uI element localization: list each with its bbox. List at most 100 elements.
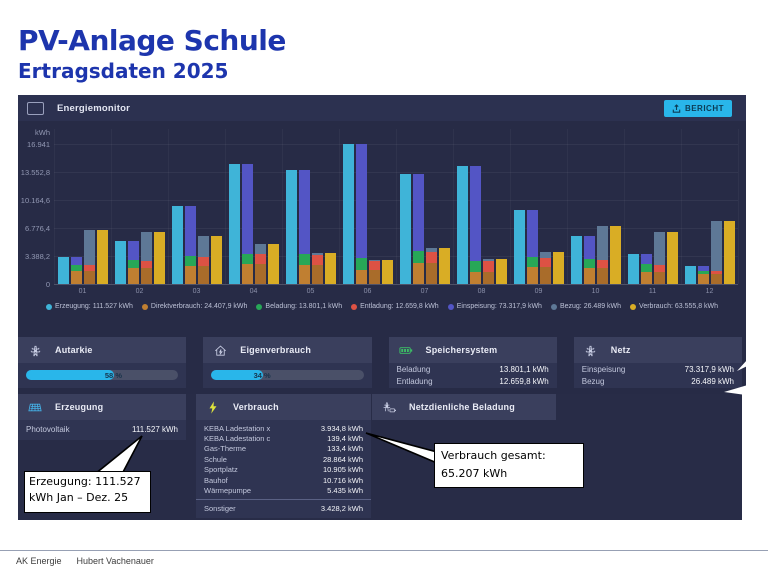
bar-verbrauch[interactable] bbox=[267, 243, 279, 284]
bar-segment-verbrauch bbox=[438, 248, 450, 284]
legend-item-einspeisung[interactable]: Einspeisung: 73.317,9 kWh bbox=[447, 303, 542, 310]
bar-segment-direktverbrauch bbox=[469, 271, 481, 284]
bar-segment-erzeugung bbox=[513, 209, 525, 284]
bar-segment-beladung bbox=[583, 259, 595, 269]
bar-production-stack[interactable] bbox=[697, 265, 709, 284]
bar-consumption-stack[interactable] bbox=[539, 251, 551, 284]
footer-right: Hubert Vachenauer bbox=[76, 556, 154, 566]
bar-segment-beladung bbox=[241, 253, 253, 265]
y-axis-unit: kWh bbox=[35, 128, 50, 137]
bar-consumption-stack[interactable] bbox=[83, 229, 95, 284]
bar-verbrauch[interactable] bbox=[96, 229, 108, 284]
bar-production-stack[interactable] bbox=[355, 144, 367, 284]
bar-consumption-stack[interactable] bbox=[140, 232, 152, 284]
legend-item-bezug[interactable]: Bezug: 26.489 kWh bbox=[550, 303, 621, 310]
panel-netz: Netz Einspeisung 73.317,9 kWh Bezug 26.489 k… bbox=[573, 337, 742, 388]
bar-production-stack[interactable] bbox=[241, 164, 253, 284]
bar-segment-verbrauch bbox=[267, 243, 279, 284]
data-row: Sonstiger 3.428,2 kWh bbox=[196, 502, 371, 515]
row-label: Photovoltaik bbox=[26, 425, 70, 434]
bar-verbrauch[interactable] bbox=[609, 226, 621, 284]
bar-verbrauch[interactable] bbox=[438, 248, 450, 284]
dashboard-header: Energiemonitor BERICHT bbox=[18, 95, 746, 121]
footer-divider bbox=[0, 550, 768, 551]
bar-segment-direktverbrauch bbox=[311, 265, 323, 284]
panel-title: Netzdienliche Beladung bbox=[409, 402, 515, 412]
slide-title: PV-Anlage Schule bbox=[18, 24, 286, 57]
bar-consumption-stack[interactable] bbox=[311, 253, 323, 284]
bar-erzeugung[interactable] bbox=[570, 236, 582, 284]
bericht-button[interactable]: BERICHT bbox=[663, 99, 732, 117]
beladung-legend-dot bbox=[256, 303, 263, 310]
bar-verbrauch[interactable] bbox=[381, 260, 393, 284]
y-axis-tick-label: 13.552,8 bbox=[20, 168, 50, 177]
bar-consumption-stack[interactable] bbox=[425, 248, 437, 284]
data-row: KEBA Ladestation x 3.934,8 kWh bbox=[196, 423, 371, 433]
bar-production-stack[interactable] bbox=[70, 256, 82, 284]
legend-item-direktverbrauch[interactable]: Direktverbrauch: 24.407,9 kWh bbox=[141, 303, 247, 310]
bar-erzeugung[interactable] bbox=[627, 254, 639, 284]
bar-consumption-stack[interactable] bbox=[368, 260, 380, 284]
legend-item-erzeugung[interactable]: Erzeugung: 111.527 kWh bbox=[45, 303, 133, 310]
bar-segment-verbrauch bbox=[324, 253, 336, 284]
bar-consumption-stack[interactable] bbox=[653, 231, 665, 284]
bar-segment-einspeisung bbox=[70, 256, 82, 266]
panel-header: Netz bbox=[573, 337, 742, 363]
bar-erzeugung[interactable] bbox=[513, 209, 525, 284]
legend-item-beladung[interactable]: Beladung: 13.801,1 kWh bbox=[256, 303, 342, 310]
bar-erzeugung[interactable] bbox=[228, 164, 240, 284]
bar-consumption-stack[interactable] bbox=[710, 221, 722, 284]
bar-segment-direktverbrauch bbox=[241, 264, 253, 284]
bar-production-stack[interactable] bbox=[583, 236, 595, 284]
bar-segment-entladung bbox=[482, 260, 494, 272]
bar-segment-verbrauch bbox=[723, 221, 735, 284]
bar-erzeugung[interactable] bbox=[399, 174, 411, 284]
panel-netzdienliche-beladung: Netzdienliche Beladung bbox=[372, 394, 556, 420]
bar-erzeugung[interactable] bbox=[456, 165, 468, 284]
bar-consumption-stack[interactable] bbox=[482, 259, 494, 284]
bar-production-stack[interactable] bbox=[469, 165, 481, 284]
bar-erzeugung[interactable] bbox=[114, 241, 126, 284]
einspeisung-legend-dot bbox=[447, 303, 454, 310]
bar-verbrauch[interactable] bbox=[723, 221, 735, 284]
bar-erzeugung[interactable] bbox=[285, 170, 297, 284]
bar-verbrauch[interactable] bbox=[552, 251, 564, 284]
bar-segment-erzeugung bbox=[114, 241, 126, 284]
bar-segment-bezug bbox=[254, 243, 266, 255]
bar-production-stack[interactable] bbox=[127, 241, 139, 284]
bar-erzeugung[interactable] bbox=[57, 256, 69, 284]
bar-segment-einspeisung bbox=[526, 209, 538, 257]
legend-item-entladung[interactable]: Entladung: 12.659,8 kWh bbox=[351, 303, 439, 310]
bar-segment-einspeisung bbox=[127, 241, 139, 261]
bar-production-stack[interactable] bbox=[526, 209, 538, 284]
bar-group-06 bbox=[339, 144, 396, 284]
bar-segment-entladung bbox=[368, 260, 380, 270]
bar-production-stack[interactable] bbox=[412, 174, 424, 284]
bar-segment-bezug bbox=[197, 236, 209, 257]
legend-item-verbrauch[interactable]: Verbrauch: 63.555,8 kWh bbox=[630, 303, 718, 310]
progress-label: 34 % bbox=[253, 371, 271, 380]
progress-bar: 58 % bbox=[26, 370, 179, 380]
bar-production-stack[interactable] bbox=[184, 205, 196, 284]
bar-verbrauch[interactable] bbox=[324, 253, 336, 284]
bar-erzeugung[interactable] bbox=[342, 144, 354, 284]
bar-consumption-stack[interactable] bbox=[596, 226, 608, 284]
bar-consumption-stack[interactable] bbox=[197, 236, 209, 284]
bar-verbrauch[interactable] bbox=[666, 231, 678, 284]
panel-verbrauch: Verbrauch KEBA Ladestation x 3.934,8 kWh KE… bbox=[196, 394, 371, 518]
callout-line: Erzeugung: 111.527 bbox=[29, 475, 141, 488]
bar-consumption-stack[interactable] bbox=[254, 243, 266, 284]
x-axis-label-11: 11 bbox=[648, 288, 657, 295]
bar-production-stack[interactable] bbox=[298, 170, 310, 284]
bar-production-stack[interactable] bbox=[640, 254, 652, 284]
bar-verbrauch[interactable] bbox=[495, 259, 507, 284]
bar-erzeugung[interactable] bbox=[684, 265, 696, 284]
bar-group-11 bbox=[624, 144, 681, 284]
bar-erzeugung[interactable] bbox=[171, 205, 183, 284]
bar-segment-erzeugung bbox=[57, 256, 69, 284]
bar-segment-verbrauch bbox=[552, 251, 564, 284]
bar-segment-bezug bbox=[83, 229, 95, 266]
x-axis-label-04: 04 bbox=[249, 288, 258, 295]
bar-verbrauch[interactable] bbox=[210, 236, 222, 284]
bar-verbrauch[interactable] bbox=[153, 231, 165, 284]
